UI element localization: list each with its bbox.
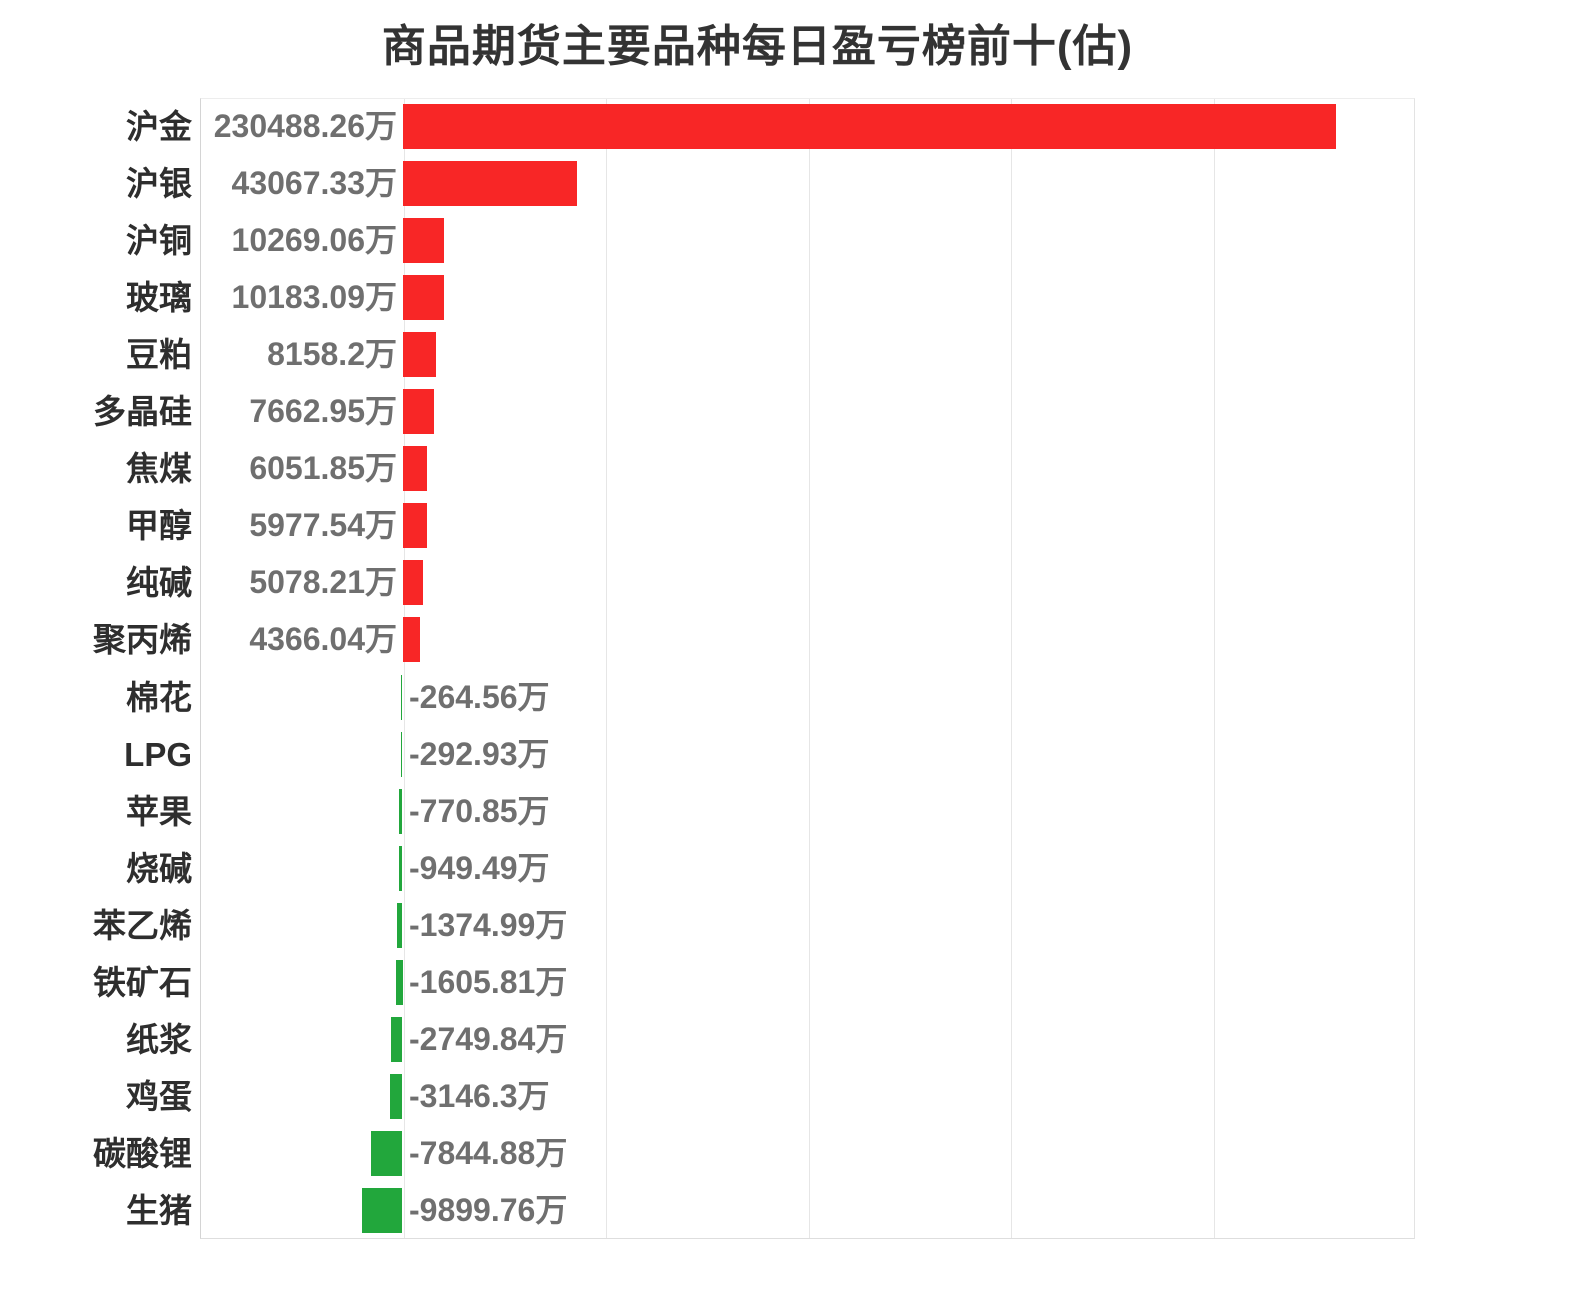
bar-positive[interactable] xyxy=(402,332,436,378)
value-label: 4366.04万 xyxy=(249,621,397,658)
bar-positive[interactable] xyxy=(402,161,577,207)
category-label: 铁矿石 xyxy=(93,963,192,1001)
category-label: 聚丙烯 xyxy=(93,621,192,659)
category-label: 棉花 xyxy=(126,678,192,716)
gridline xyxy=(403,99,405,1238)
value-label: 43067.33万 xyxy=(231,165,397,202)
value-label: -949.49万 xyxy=(409,849,550,886)
gridline xyxy=(808,99,810,1238)
category-label: 焦煤 xyxy=(126,450,192,488)
gridline xyxy=(1213,99,1215,1238)
category-label: 豆粕 xyxy=(126,336,192,374)
category-label: 沪铜 xyxy=(126,222,192,260)
bar-positive[interactable] xyxy=(402,617,421,663)
chart-row: LPG -292.93万 xyxy=(0,726,1572,783)
chart-row: 焦煤 6051.85万 xyxy=(0,440,1572,497)
bar-positive[interactable] xyxy=(402,560,424,606)
value-label: 10269.06万 xyxy=(231,222,397,259)
bar-negative[interactable] xyxy=(362,1188,403,1233)
bar-negative[interactable] xyxy=(391,1016,403,1062)
category-label: 沪金 xyxy=(126,108,192,145)
bar-negative[interactable] xyxy=(401,674,403,720)
value-label: -9899.76万 xyxy=(409,1192,568,1228)
value-label: 5977.54万 xyxy=(249,507,397,544)
category-label: 苯乙烯 xyxy=(93,906,192,944)
value-label: 8158.2万 xyxy=(267,336,397,373)
category-label: 鸡蛋 xyxy=(126,1077,192,1115)
bar-negative[interactable] xyxy=(396,959,403,1005)
value-label: -7844.88万 xyxy=(409,1134,568,1171)
bar-positive[interactable] xyxy=(402,275,444,321)
chart-row: 生猪 -9899.76万 xyxy=(0,1182,1572,1239)
value-label: 7662.95万 xyxy=(249,393,397,430)
category-label: 生猪 xyxy=(126,1192,192,1229)
category-label: 甲醇 xyxy=(126,507,192,545)
chart-row: 纸浆 -2749.84万 xyxy=(0,1011,1572,1068)
category-label: LPG xyxy=(124,735,192,773)
category-label: 纯碱 xyxy=(126,564,192,602)
chart-row: 沪铜 10269.06万 xyxy=(0,212,1572,269)
category-label: 烧碱 xyxy=(126,849,192,887)
bar-positive[interactable] xyxy=(402,389,434,435)
value-label: 6051.85万 xyxy=(249,450,397,487)
value-label: -264.56万 xyxy=(409,678,550,715)
chart-row: 聚丙烯 4366.04万 xyxy=(0,611,1572,668)
category-label: 苹果 xyxy=(126,792,192,830)
value-label: -292.93万 xyxy=(409,735,550,772)
bar-negative[interactable] xyxy=(396,902,403,948)
category-label: 沪银 xyxy=(126,165,192,203)
category-label: 碳酸锂 xyxy=(93,1134,192,1172)
chart-title: 商品期货主要品种每日盈亏榜前十(估) xyxy=(381,22,1134,71)
chart-row: 沪金 230488.26万 xyxy=(0,98,1572,155)
chart-row: 沪银 43067.33万 xyxy=(0,155,1572,212)
value-label: -1605.81万 xyxy=(409,963,568,1000)
value-label: -770.85万 xyxy=(409,792,550,829)
category-label: 纸浆 xyxy=(126,1020,192,1058)
chart-row: 烧碱 -949.49万 xyxy=(0,840,1572,897)
chart-row: 铁矿石 -1605.81万 xyxy=(0,954,1572,1011)
chart-row: 纯碱 5078.21万 xyxy=(0,554,1572,611)
chart-row: 豆粕 8158.2万 xyxy=(0,326,1572,383)
chart-plot-area xyxy=(200,98,1415,1239)
bar-negative[interactable] xyxy=(399,788,403,834)
chart-row: 鸡蛋 -3146.3万 xyxy=(0,1068,1572,1125)
value-label: 10183.09万 xyxy=(231,279,397,316)
value-label: -3146.3万 xyxy=(409,1077,550,1114)
chart-row: 碳酸锂 -7844.88万 xyxy=(0,1125,1572,1182)
category-label: 玻璃 xyxy=(126,279,192,317)
bar-positive[interactable] xyxy=(402,218,445,264)
bar-negative[interactable] xyxy=(389,1073,403,1119)
category-label: 多晶硅 xyxy=(93,393,192,431)
bar-negative[interactable] xyxy=(398,845,403,891)
value-label: -1374.99万 xyxy=(409,906,568,943)
chart-row: 棉花 -264.56万 xyxy=(0,669,1572,726)
gridline xyxy=(606,99,607,1238)
bar-negative[interactable] xyxy=(401,731,403,777)
gridline xyxy=(1011,99,1012,1238)
bar-positive[interactable] xyxy=(402,446,427,492)
value-label: 5078.21万 xyxy=(249,564,397,601)
chart-row: 玻璃 10183.09万 xyxy=(0,269,1572,326)
chart-row: 甲醇 5977.54万 xyxy=(0,497,1572,554)
bar-positive[interactable] xyxy=(402,104,1336,149)
chart-row: 多晶硅 7662.95万 xyxy=(0,383,1572,440)
value-label: -2749.84万 xyxy=(409,1020,568,1057)
bar-negative[interactable] xyxy=(370,1130,403,1176)
bar-positive[interactable] xyxy=(402,503,427,549)
chart-row: 苹果 -770.85万 xyxy=(0,783,1572,840)
chart-row: 苯乙烯 -1374.99万 xyxy=(0,897,1572,954)
value-label: 230488.26万 xyxy=(213,108,397,144)
